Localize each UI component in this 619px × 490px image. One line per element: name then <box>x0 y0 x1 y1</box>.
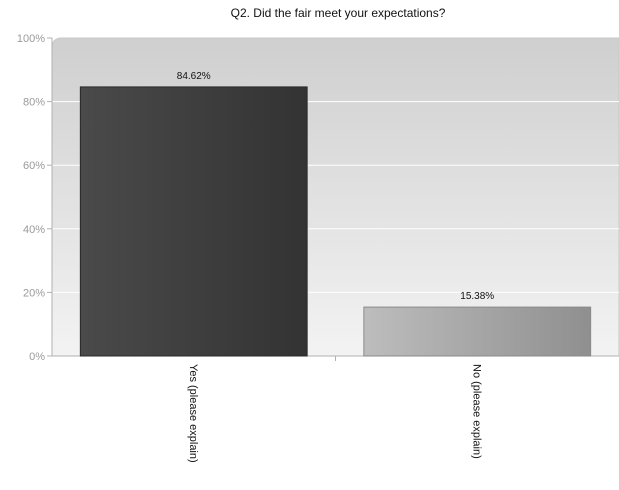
y-tick-label: 60% <box>23 160 45 172</box>
bar-yes <box>79 86 308 357</box>
bar-value-label: 15.38% <box>460 291 494 302</box>
x-tick-label: Yes (please explain) <box>187 364 199 463</box>
chart-title: Q2. Did the fair meet your expectations? <box>231 6 446 20</box>
data-labels: 84.62% 15.38% <box>177 71 495 302</box>
bar-value-label: 84.62% <box>177 71 211 82</box>
x-axis: Yes (please explain) No (please explain) <box>187 356 482 463</box>
y-tick-label: 0% <box>29 351 45 363</box>
bars <box>79 86 592 357</box>
y-tick-label: 20% <box>23 287 45 299</box>
y-tick-label: 80% <box>23 97 45 109</box>
x-tick-label: No (please explain) <box>470 364 482 459</box>
y-tick-label: 100% <box>17 33 45 45</box>
y-axis: 0% 20% 40% 60% 80% 100% <box>17 33 52 363</box>
y-tick-label: 40% <box>23 224 45 236</box>
bar-no <box>363 306 592 357</box>
